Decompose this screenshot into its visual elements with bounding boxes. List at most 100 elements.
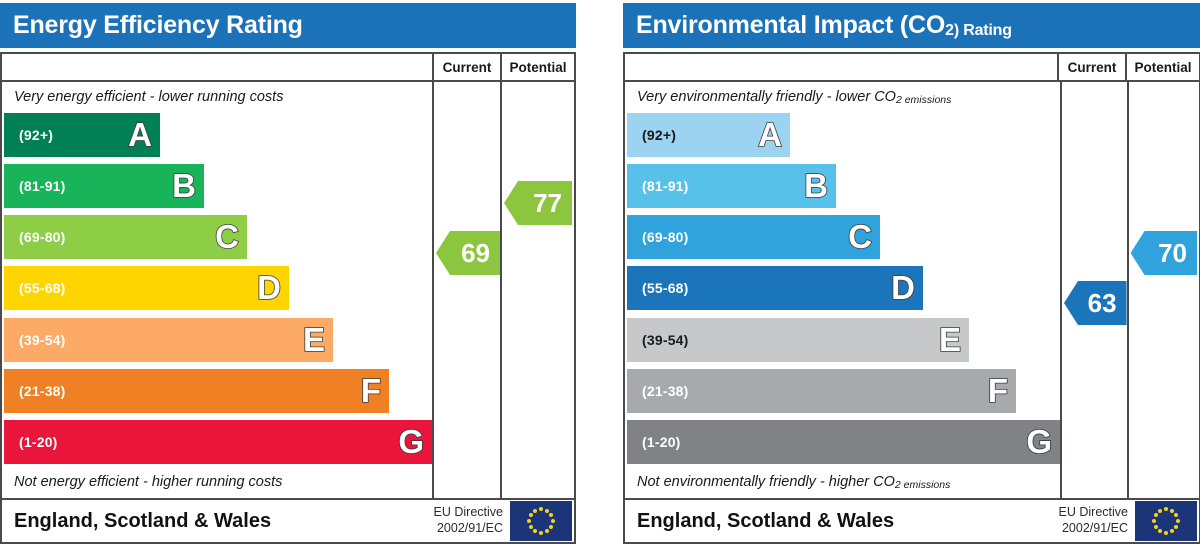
- eu-star: [1176, 519, 1180, 523]
- band-letter-a: A: [757, 115, 782, 153]
- bottom-caption-environmental: Not environmentally friendly - higher CO…: [625, 466, 1060, 498]
- current-rating-value: 69: [461, 237, 490, 268]
- rating-grid-environmental: Current Potential Very environmentally f…: [623, 52, 1200, 500]
- potential-rating-marker-environmental: 70: [1130, 231, 1197, 275]
- eu-star: [533, 529, 537, 534]
- band-row-a: (92+) A: [627, 113, 790, 157]
- band-range-g: (1-20): [642, 433, 681, 450]
- header-current: Current: [1057, 54, 1125, 80]
- band-letter-b: B: [171, 166, 196, 204]
- eu-star: [545, 508, 549, 513]
- footer-region-title: England, Scotland & Wales: [14, 509, 272, 532]
- eu-directive-line2: 2002/91/EC: [436, 521, 503, 535]
- band-letter-d: D: [256, 269, 281, 307]
- footer-region-title: England, Scotland & Wales: [637, 509, 895, 532]
- band-chart-environmental: Very environmentally friendly - lower CO…: [625, 82, 1060, 498]
- potential-rating-value: 70: [1158, 237, 1187, 268]
- eu-star: [533, 508, 537, 513]
- top-caption-text: Very environmentally friendly - lower CO: [637, 89, 896, 105]
- band-bars-energy: (92+) A (81-91) B (69-80) C (55-68): [2, 112, 432, 466]
- band-letter-e: E: [938, 320, 962, 358]
- eu-star: [545, 529, 549, 534]
- band-range-d: (55-68): [19, 280, 66, 297]
- top-caption-energy: Very energy efficient - lower running co…: [2, 82, 432, 112]
- band-row-e: (39-54) E: [627, 317, 969, 362]
- eu-star: [1170, 508, 1174, 513]
- top-caption-text: Very energy efficient - lower running co…: [14, 89, 284, 105]
- band-range-f: (21-38): [19, 382, 66, 399]
- potential-rating-marker-energy: 77: [504, 181, 572, 225]
- eu-flag-icon: [1135, 501, 1197, 541]
- band-row-f: (21-38) F: [627, 368, 1016, 413]
- band-range-e: (39-54): [19, 331, 66, 348]
- header-current: Current: [432, 54, 500, 80]
- eu-star: [1164, 507, 1168, 511]
- eu-star: [1174, 513, 1179, 517]
- potential-value-column-environmental: 70: [1126, 82, 1199, 498]
- eu-star: [549, 513, 554, 517]
- eu-star: [1152, 519, 1156, 523]
- eu-star: [539, 531, 543, 535]
- band-letter-e: E: [302, 320, 326, 358]
- current-rating-marker-environmental: 63: [1064, 281, 1127, 325]
- current-rating-value: 63: [1087, 287, 1117, 318]
- band-row-c: (69-80) C: [4, 215, 247, 260]
- panel-title-text: Environmental Impact (CO: [636, 11, 946, 39]
- bottom-caption-energy: Not energy efficient - higher running co…: [2, 466, 432, 498]
- band-row-e: (39-54) E: [4, 317, 333, 362]
- panel-title-subscript: 2) Rating: [945, 21, 1012, 39]
- eu-directive-line2: 2002/91/EC: [1061, 521, 1128, 535]
- band-letter-g: G: [1026, 422, 1053, 460]
- band-range-b: (81-91): [642, 178, 689, 195]
- eu-directive-text: EU Directive 2002/91/EC: [434, 505, 510, 536]
- band-range-e: (39-54): [642, 331, 689, 348]
- eu-star: [1158, 529, 1162, 534]
- eu-directive-line1: EU Directive: [1058, 505, 1128, 520]
- eu-star: [549, 525, 554, 529]
- eu-star: [1170, 529, 1174, 534]
- band-row-d: (55-68) D: [627, 266, 923, 311]
- energy-efficiency-panel: Energy Efficiency Rating Current Potenti…: [0, 0, 576, 544]
- column-header-row: Current Potential: [625, 54, 1199, 82]
- panel-title-energy: Energy Efficiency Rating: [0, 3, 576, 48]
- eu-star: [1158, 508, 1162, 513]
- band-letter-f: F: [987, 371, 1009, 409]
- eu-star: [1174, 525, 1179, 529]
- footer-environmental: England, Scotland & Wales EU Directive 2…: [623, 500, 1200, 544]
- band-row-c: (69-80) C: [627, 215, 880, 260]
- current-value-column-environmental: 63: [1060, 82, 1127, 498]
- current-value-column-energy: 69: [432, 82, 500, 498]
- top-caption-environmental: Very environmentally friendly - lower CO…: [625, 82, 1060, 112]
- eu-star: [539, 507, 543, 511]
- bottom-caption-text: Not environmentally friendly - higher CO: [637, 474, 895, 490]
- band-range-a: (92+): [642, 127, 677, 143]
- band-range-b: (81-91): [19, 178, 66, 195]
- top-caption-subscript: 2 emissions: [895, 94, 952, 106]
- band-range-c: (69-80): [642, 229, 689, 246]
- band-row-a: (92+) A: [4, 113, 160, 157]
- band-range-c: (69-80): [19, 229, 66, 246]
- current-rating-marker-energy: 69: [436, 231, 500, 275]
- eu-directive-text: EU Directive 2002/91/EC: [1059, 505, 1135, 536]
- panel-title-text: Energy Efficiency Rating: [13, 11, 303, 39]
- potential-value-column-energy: 77: [500, 82, 574, 498]
- header-blank-cell: [2, 54, 432, 80]
- band-row-d: (55-68) D: [4, 266, 289, 311]
- eu-star: [527, 519, 531, 523]
- environmental-impact-panel: Environmental Impact (CO 2) Rating Curren…: [623, 0, 1200, 544]
- band-row-b: (81-91) B: [627, 164, 836, 209]
- column-header-row: Current Potential: [2, 54, 574, 82]
- eu-star: [1153, 525, 1158, 529]
- panel-title-environmental: Environmental Impact (CO 2) Rating: [623, 3, 1200, 48]
- bottom-caption-text: Not energy efficient - higher running co…: [14, 474, 283, 490]
- band-range-d: (55-68): [642, 280, 689, 297]
- eu-star: [1153, 513, 1158, 517]
- header-blank-cell: [625, 54, 1057, 80]
- band-row-g: (1-20) G: [4, 419, 432, 464]
- band-letter-g: G: [398, 422, 425, 460]
- eu-star: [528, 513, 533, 517]
- band-letter-f: F: [360, 371, 382, 409]
- band-letter-a: A: [127, 115, 152, 153]
- eu-flag-icon: [510, 501, 572, 541]
